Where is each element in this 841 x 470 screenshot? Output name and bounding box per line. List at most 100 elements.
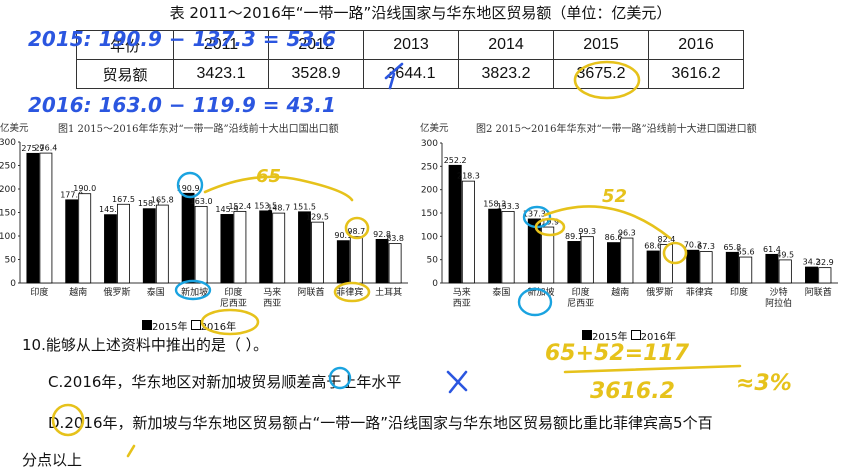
table-cell: 2016 — [648, 30, 744, 60]
bar-2016 — [155, 204, 169, 284]
y-tick-label: 0 — [432, 279, 438, 289]
category-label: 印度 — [572, 286, 590, 298]
table-cell: 年份 — [76, 30, 174, 60]
bar-2015 — [725, 251, 739, 284]
bar-2016 — [272, 212, 286, 284]
category-label: 马来 — [453, 287, 471, 298]
bar-2016 — [39, 152, 53, 284]
category-label: 泰国 — [492, 286, 510, 298]
legend-swatch-2015 — [582, 330, 592, 340]
bar-2015 — [375, 238, 389, 284]
category-label: 西亚 — [263, 298, 281, 309]
y-tick-label: 50 — [5, 256, 17, 266]
category-label: 阿联酋 — [805, 286, 832, 298]
data-label: 190.0 — [73, 184, 96, 193]
data-label: 151.5 — [293, 202, 316, 211]
table-cell: 2011 — [173, 30, 269, 60]
y-tick-label: 250 — [0, 162, 16, 172]
bar-2016 — [194, 205, 208, 284]
table-cell: 3528.9 — [268, 59, 364, 89]
data-label: 55.6 — [737, 248, 755, 257]
bar-2016 — [349, 236, 363, 284]
table-cell: 3423.1 — [173, 59, 269, 89]
bar-2015 — [181, 192, 195, 284]
option-c[interactable]: C.2016年，华东地区对新加坡贸易顺差高于上年水平 — [48, 373, 402, 391]
table-header-row: 年份 2011 2012 2013 2014 2015 2016 — [76, 30, 744, 60]
category-label: 尼西亚 — [220, 298, 247, 309]
data-label: 99.3 — [578, 227, 596, 236]
bar-2016 — [78, 193, 92, 284]
legend-swatch-2016 — [630, 330, 641, 340]
data-label: 275.9 — [21, 144, 44, 153]
y-tick-label: 100 — [421, 232, 438, 242]
data-label: 119.9 — [536, 218, 559, 227]
data-label: 49.5 — [776, 250, 794, 259]
table-cell: 3616.2 — [648, 59, 744, 89]
legend-label-2015: 2015年 — [592, 332, 628, 343]
data-label: 92.8 — [373, 230, 391, 239]
category-label: 阿联酋 — [297, 286, 324, 298]
data-label: 129.5 — [306, 213, 329, 222]
category-label: 尼西亚 — [567, 298, 594, 309]
bar-2016 — [117, 203, 130, 284]
bar-2015 — [607, 242, 621, 284]
bar-2016 — [501, 211, 515, 284]
bar-2015 — [567, 241, 581, 284]
data-label: 153.3 — [497, 202, 520, 211]
y-tick-label: 150 — [0, 209, 16, 219]
category-label: 新加坡 — [181, 286, 208, 298]
bar-2015 — [527, 218, 541, 284]
category-label: 新加坡 — [527, 286, 554, 298]
category-label: 西亚 — [453, 298, 471, 309]
bar-2015 — [765, 253, 779, 284]
bar-2015 — [220, 214, 234, 284]
table-cell: 贸易额 — [76, 59, 174, 89]
data-label: 70.3 — [684, 241, 702, 250]
data-label: 165.8 — [151, 196, 174, 205]
bar-2016 — [818, 267, 832, 284]
bar-2015 — [686, 249, 700, 284]
data-label: 65.8 — [723, 243, 741, 252]
chart2-unit: 亿美元 — [420, 123, 449, 134]
table-cell: 3823.2 — [458, 59, 554, 89]
data-label: 177.0 — [60, 190, 83, 199]
data-label: 82.4 — [658, 235, 676, 244]
bar-2016 — [461, 180, 475, 284]
bar-2015 — [336, 240, 350, 284]
data-label: 68.6 — [644, 241, 662, 250]
data-label: 32.9 — [816, 258, 834, 267]
bar-2016 — [659, 244, 673, 284]
bar-2015 — [104, 214, 117, 284]
bar-2015 — [448, 164, 462, 284]
data-label: 190.9 — [177, 184, 200, 193]
bar-2015 — [805, 266, 819, 284]
data-label: 153.5 — [254, 201, 277, 210]
data-label: 252.2 — [444, 156, 467, 165]
bar-2016 — [233, 210, 247, 284]
option-d[interactable]: D.2016年，新加坡与华东地区贸易额占“一带一路”沿线国家与华东地区贸易额比重… — [48, 414, 713, 432]
chart1-legend: 2015年 2016年 — [142, 318, 236, 333]
bar-2016 — [699, 251, 713, 284]
data-label: 218.3 — [457, 172, 480, 181]
category-label: 越南 — [611, 286, 629, 298]
question-stem: 10.能够从上述资料中推出的是（ ）。 — [22, 336, 269, 354]
y-tick-label: 150 — [421, 209, 438, 219]
category-label: 俄罗斯 — [103, 286, 130, 298]
category-label: 马来 — [263, 287, 281, 298]
category-label: 菲律宾 — [686, 286, 713, 298]
chart1-unit: 亿美元 — [0, 123, 29, 134]
legend-label-2016: 2016年 — [200, 322, 237, 333]
bar-2016 — [739, 256, 753, 284]
data-label: 152.4 — [228, 202, 251, 211]
y-tick-label: 300 — [0, 138, 16, 148]
category-label: 印度 — [224, 286, 242, 298]
y-tick-label: 200 — [0, 185, 16, 195]
data-label: 34.2 — [803, 258, 821, 267]
legend-label-2016: 2016年 — [640, 332, 677, 343]
data-label: 98.7 — [347, 227, 365, 236]
data-label: 96.3 — [618, 229, 636, 238]
category-label: 菲律宾 — [336, 286, 363, 298]
bar-2015 — [298, 211, 311, 284]
bar-2016 — [541, 226, 555, 284]
chart2-legend: 2015年 2016年 — [582, 328, 676, 343]
